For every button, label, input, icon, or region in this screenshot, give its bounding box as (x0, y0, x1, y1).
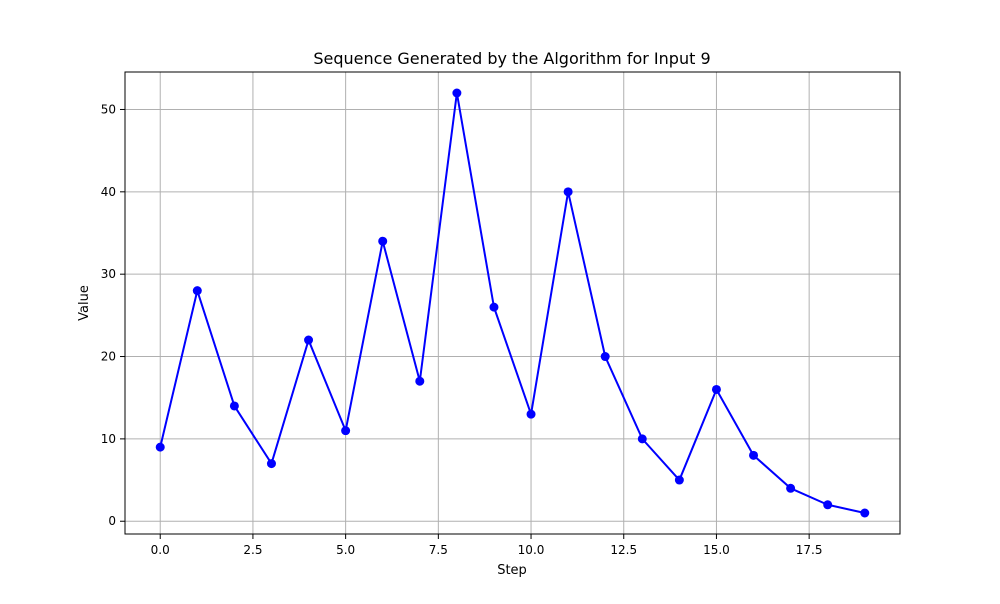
data-point (786, 483, 796, 493)
x-tick-label: 5.0 (336, 543, 355, 557)
series-line-layer (159, 92, 865, 514)
data-point (749, 450, 759, 460)
data-point (266, 459, 276, 469)
y-axis-ticks: 0 10 20 30 40 50 (101, 102, 125, 528)
data-point (563, 187, 573, 197)
y-tick-label: 40 (101, 185, 116, 199)
y-axis-label: Value (77, 285, 92, 321)
data-point (378, 236, 388, 246)
x-tick-label: 12.5 (610, 543, 637, 557)
data-point (637, 434, 647, 444)
y-tick-label: 10 (101, 432, 116, 446)
data-point (155, 442, 165, 452)
axes-frame (124, 71, 901, 535)
series-line (159, 92, 865, 514)
data-point (192, 286, 202, 296)
x-tick-label: 17.5 (796, 543, 823, 557)
x-axis-ticks: 0.0 2.5 5.0 7.5 10.0 12.5 15.0 17.5 (151, 534, 823, 557)
data-point (304, 335, 314, 345)
y-tick-label: 50 (101, 102, 116, 116)
series-marker-layer (155, 88, 870, 518)
x-axis-label: Step (497, 563, 527, 578)
grid-layer (125, 72, 900, 534)
data-point (823, 500, 833, 510)
data-point (526, 409, 536, 419)
data-point (674, 475, 684, 485)
data-point (452, 88, 462, 98)
data-point (711, 384, 721, 394)
x-tick-label: 15.0 (703, 543, 730, 557)
x-tick-label: 0.0 (151, 543, 170, 557)
data-point (489, 302, 499, 312)
x-tick-label: 2.5 (243, 543, 262, 557)
y-tick-label: 30 (101, 267, 116, 281)
x-tick-label: 7.5 (429, 543, 448, 557)
x-tick-label: 10.0 (518, 543, 545, 557)
y-tick-label: 0 (108, 514, 116, 528)
data-point (341, 426, 351, 436)
data-point (415, 376, 425, 386)
y-tick-label: 20 (101, 350, 116, 364)
data-point (600, 352, 610, 362)
data-point (860, 508, 870, 518)
data-point (229, 401, 239, 411)
chart-title: Sequence Generated by the Algorithm for … (313, 49, 710, 68)
